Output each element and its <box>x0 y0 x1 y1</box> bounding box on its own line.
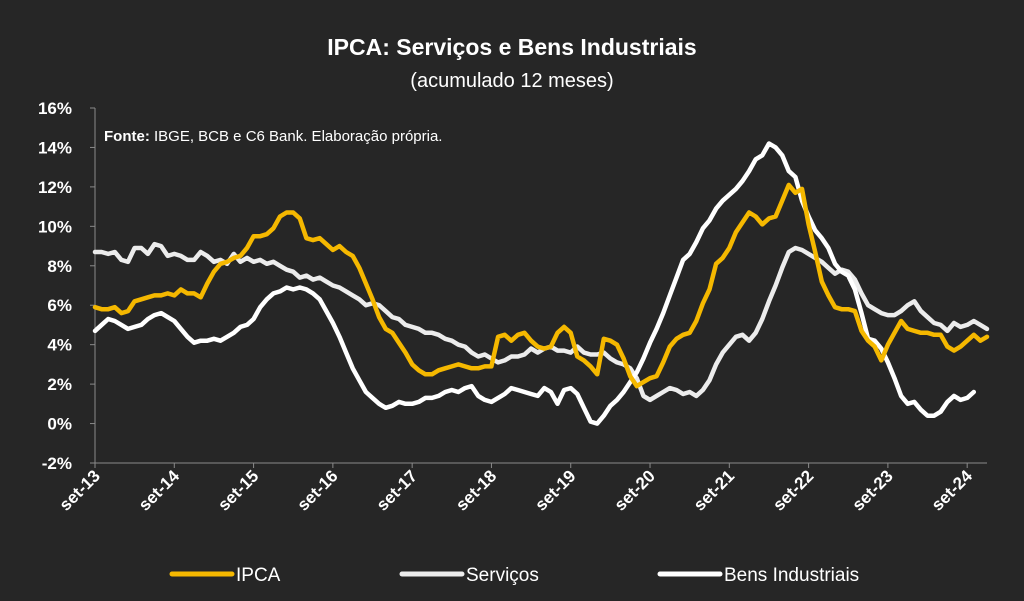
x-tick-label: set-24 <box>928 466 977 515</box>
x-tick-label: set-19 <box>531 466 579 514</box>
source-note: Fonte: IBGE, BCB e C6 Bank. Elaboração p… <box>104 128 442 145</box>
x-tick-label: set-15 <box>214 466 262 514</box>
axes <box>94 108 987 464</box>
chart-title: IPCA: Serviços e Bens Industriais <box>327 34 696 60</box>
source-label: Fonte: <box>104 128 150 145</box>
x-tick-label: set-14 <box>135 466 184 515</box>
legend-label: Bens Industriais <box>724 565 859 586</box>
y-tick-label: 2% <box>47 375 72 394</box>
y-tick-label: 12% <box>38 178 72 197</box>
x-axis-ticks: set-13 set-14 set-15 set-16 set-17 set-18 set-… <box>56 463 977 515</box>
y-tick-label: -2% <box>42 454 72 473</box>
y-tick-label: 0% <box>47 415 72 434</box>
y-tick-label: 10% <box>38 217 72 236</box>
y-tick-label: 16% <box>38 99 72 118</box>
x-tick-label: set-16 <box>294 466 342 514</box>
series-lines <box>92 141 990 426</box>
x-tick-label: set-18 <box>452 466 500 514</box>
x-tick-label: set-17 <box>373 466 421 514</box>
legend-label: Serviços <box>466 565 539 586</box>
y-tick-label: 8% <box>47 257 72 276</box>
legend: IPCA Serviços Bens Industriais <box>169 565 859 586</box>
chart-subtitle: (acumulado 12 meses) <box>410 70 613 92</box>
series-line-ipca <box>92 182 990 389</box>
x-tick-label: set-21 <box>690 466 738 514</box>
y-axis-ticks: -2% 0% 2% 4% 6% 8% 10% 12% 14% 16% <box>38 99 95 473</box>
x-tick-label: set-20 <box>611 466 659 514</box>
x-tick-label: set-22 <box>769 466 817 514</box>
y-tick-label: 14% <box>38 138 72 157</box>
x-tick-label: set-23 <box>849 466 897 514</box>
x-tick-label: set-13 <box>56 466 104 514</box>
source-text: IBGE, BCB e C6 Bank. Elaboração própria. <box>150 128 443 145</box>
y-tick-label: 4% <box>47 336 72 355</box>
y-tick-label: 6% <box>47 296 72 315</box>
series-line-servi-os <box>92 241 990 403</box>
series-line-bens-industriais <box>92 141 977 426</box>
legend-label: IPCA <box>236 565 281 586</box>
